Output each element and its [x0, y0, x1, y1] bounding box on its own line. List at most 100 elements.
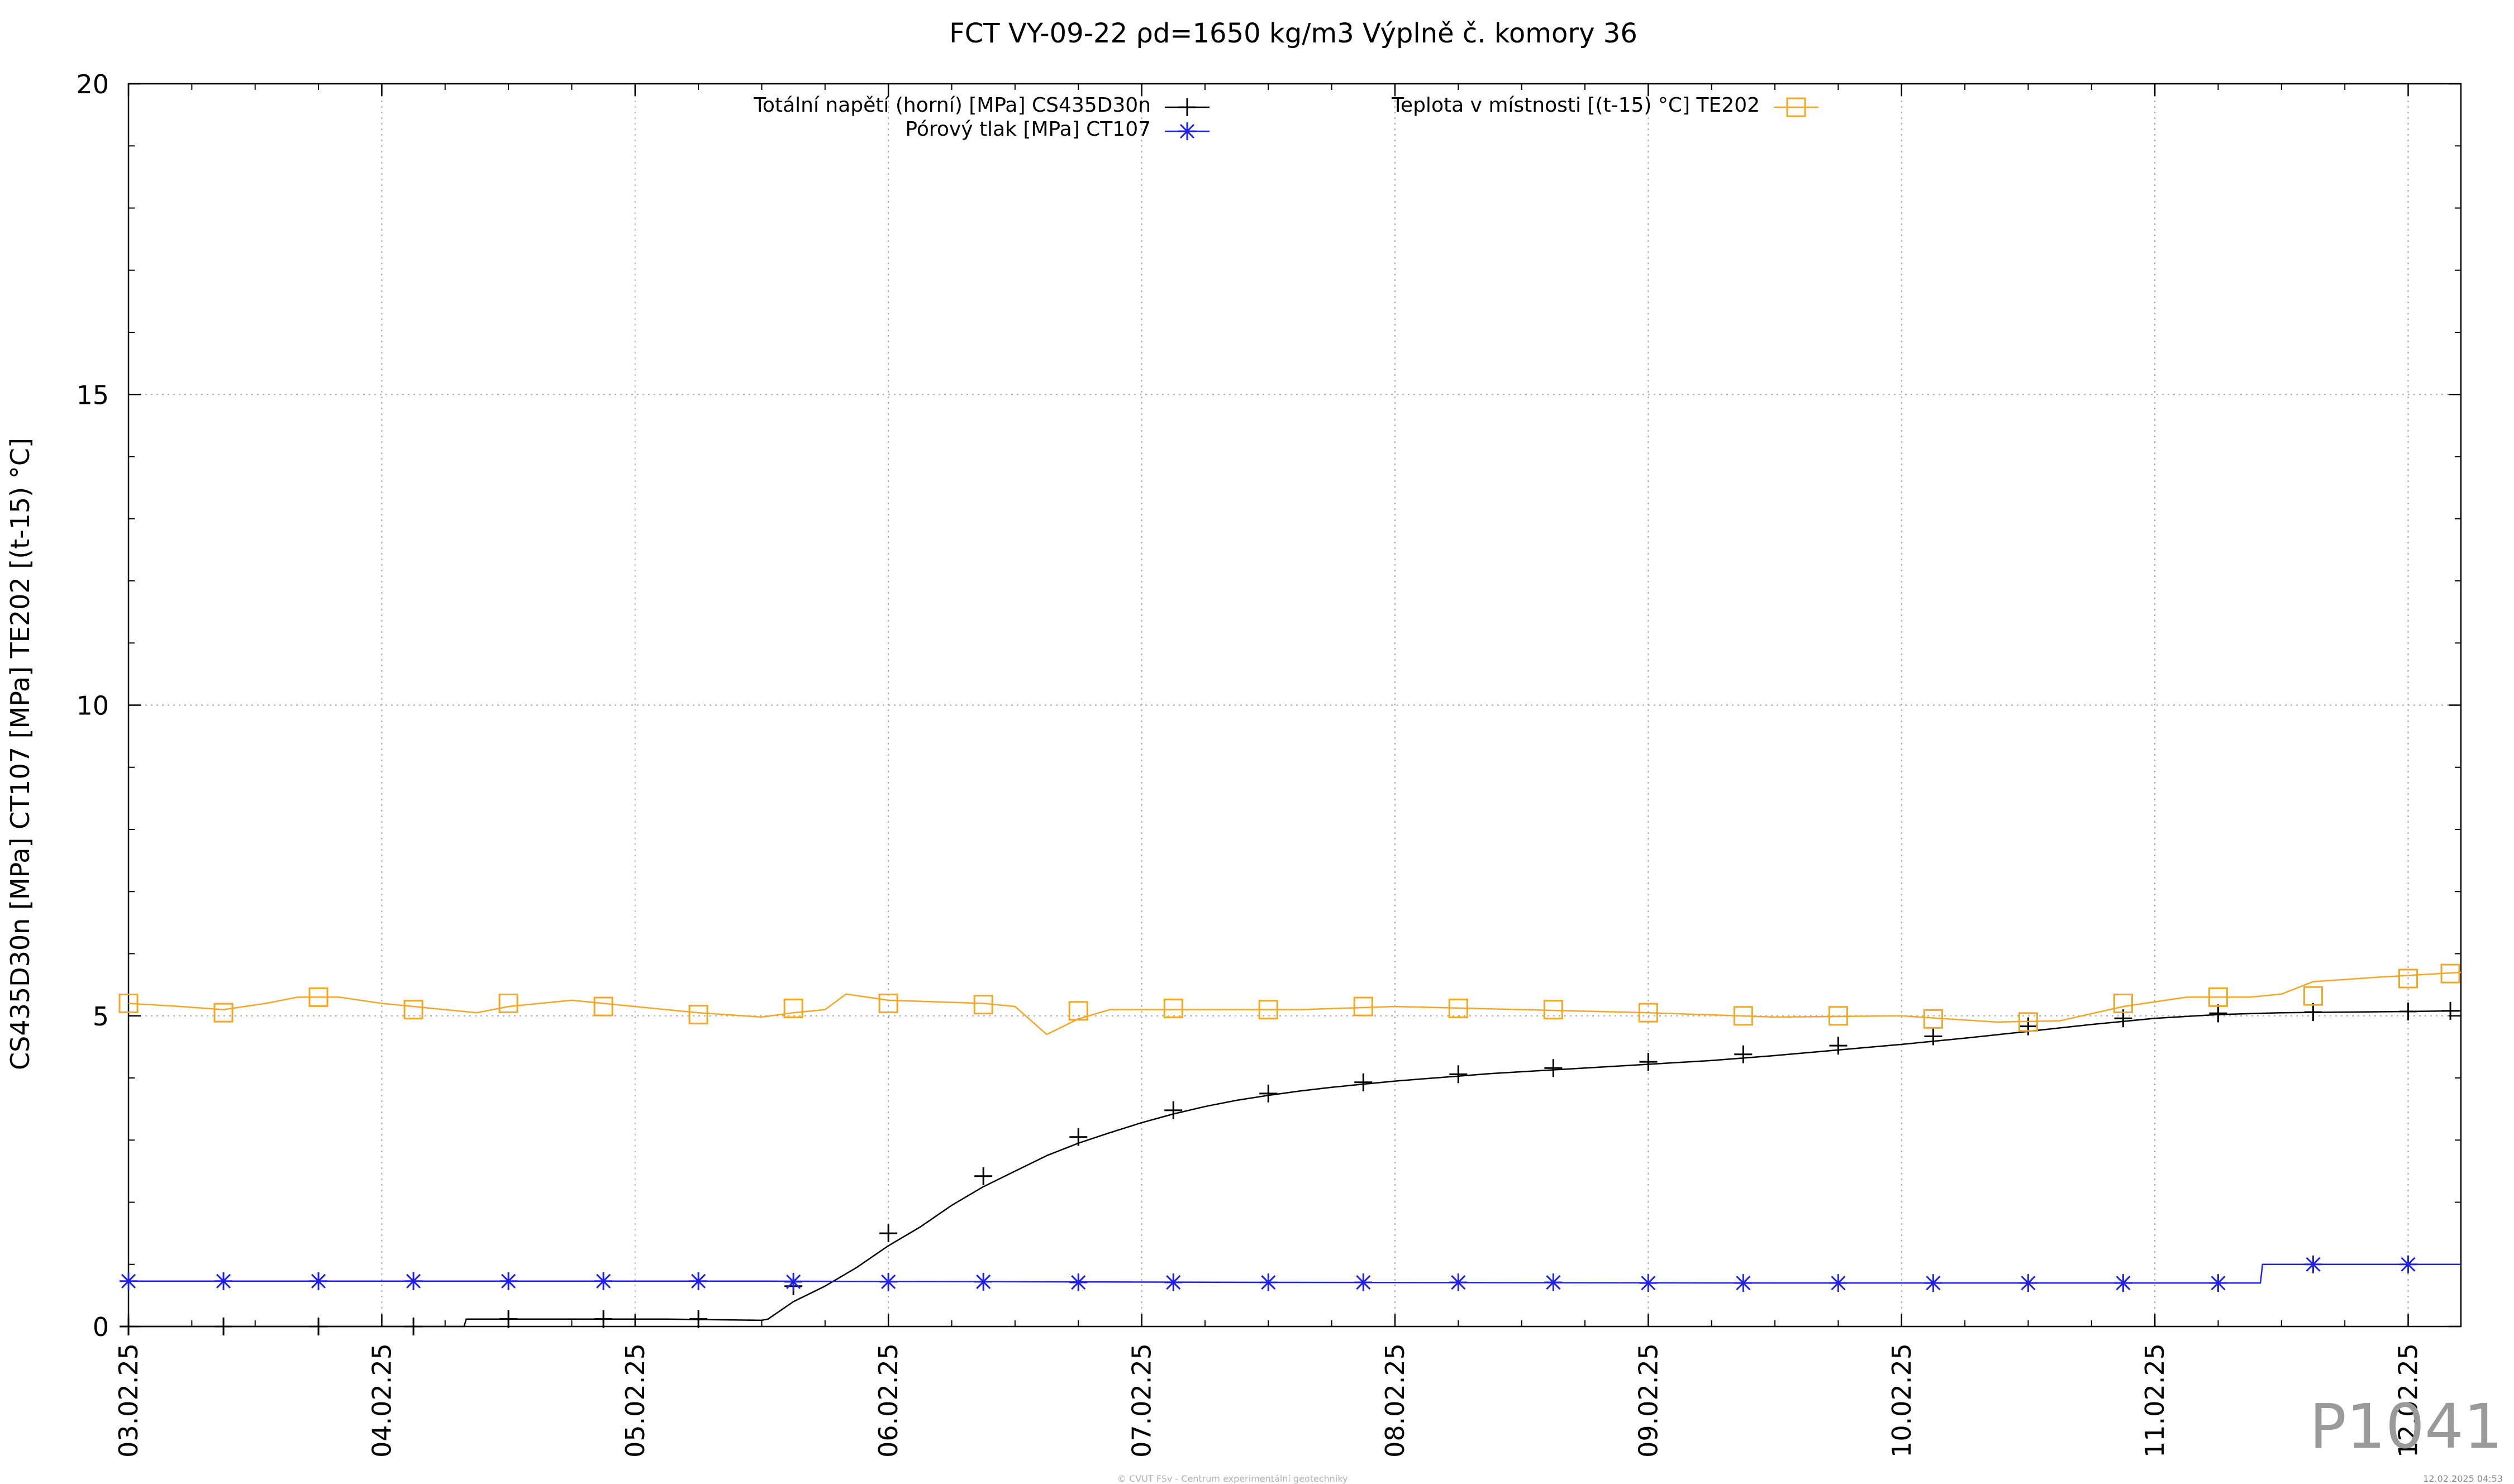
- data-point-marker: [1828, 1006, 1848, 1026]
- data-point-marker: [1068, 1001, 1088, 1021]
- data-point-marker: [1069, 1128, 1088, 1146]
- data-point-marker: [1734, 1274, 1753, 1292]
- data-point-marker: [1353, 996, 1373, 1017]
- data-point-marker: [2113, 994, 2133, 1013]
- marker-stroke: [216, 1273, 231, 1289]
- x-tick-label: 11.02.25: [2140, 1343, 2170, 1458]
- data-point-marker: [973, 995, 993, 1015]
- data-point-marker: [1448, 998, 1468, 1018]
- legend: Totální napětí (horní) [MPa] CS435D30nPó…: [753, 94, 1818, 141]
- data-point-marker: [784, 1272, 803, 1291]
- data-point-marker: [1786, 97, 1806, 117]
- data-point-marker: [215, 1272, 233, 1290]
- data-point-marker: [2208, 987, 2228, 1007]
- data-point-marker: [1354, 1273, 1373, 1292]
- series-line: [128, 971, 2461, 1036]
- series-3: [118, 963, 2461, 1036]
- data-point-marker: [2018, 1012, 2038, 1032]
- marker-stroke: [1179, 123, 1195, 139]
- marker-stroke: [1261, 1275, 1276, 1290]
- data-point-marker: [2114, 1274, 2132, 1292]
- y-tick-label: 15: [76, 380, 109, 410]
- y-tick-label: 0: [93, 1312, 109, 1342]
- marker-stroke: [1926, 1276, 1941, 1291]
- marker-stroke: [976, 1274, 991, 1289]
- marker-stroke: [2021, 1276, 2036, 1291]
- marker-stroke: [1736, 1276, 1751, 1291]
- y-tick-label: 20: [76, 69, 109, 99]
- data-point-marker: [594, 1272, 613, 1290]
- data-point-marker: [974, 1272, 993, 1291]
- marker-stroke: [596, 1273, 611, 1289]
- series-line: [128, 1010, 2461, 1328]
- marker-stroke: [2306, 1257, 2321, 1272]
- marker-stroke: [1831, 1276, 1846, 1291]
- data-point-marker: [213, 1003, 234, 1023]
- data-point-marker: [1259, 1273, 1278, 1292]
- data-point-marker: [308, 987, 328, 1007]
- legend-label: Totální napětí (horní) [MPa] CS435D30n: [753, 94, 1151, 117]
- marker-stroke: [1071, 1275, 1086, 1290]
- data-point-marker: [499, 1310, 518, 1328]
- data-point-marker: [2441, 1001, 2460, 1020]
- marker-stroke: [1356, 1275, 1371, 1290]
- grid-lines: [128, 84, 2461, 1326]
- data-point-marker: [1829, 1274, 1848, 1292]
- data-point-marker: [1069, 1273, 1088, 1292]
- marker-stroke: [121, 1273, 136, 1289]
- marker-stroke: [2211, 1276, 2226, 1291]
- data-point-marker: [1829, 1037, 1848, 1055]
- data-point-marker: [689, 1272, 708, 1290]
- data-point-marker: [594, 1310, 613, 1328]
- legend-entry-1: Totální napětí (horní) [MPa] CS435D30n: [753, 94, 1210, 117]
- legend-label: Pórový tlak [MPa] CT107: [905, 118, 1151, 141]
- x-tick-label: 04.02.25: [366, 1343, 397, 1458]
- y-tick-label: 5: [93, 1001, 109, 1032]
- data-point-marker: [403, 1000, 423, 1020]
- y-tick-label: 10: [76, 691, 109, 721]
- data-point-marker: [120, 1272, 137, 1290]
- footer-credit: © CVUT FSv - Centrum experimentální geot…: [1117, 1473, 1348, 1484]
- data-point-marker: [1258, 1000, 1278, 1020]
- marker-stroke: [1166, 1275, 1181, 1290]
- data-point-marker: [2209, 1274, 2227, 1292]
- data-point-marker: [1924, 1274, 1942, 1292]
- watermark: P1041: [2309, 1391, 2503, 1462]
- marker-stroke: [786, 1274, 801, 1289]
- data-point-marker: [1923, 1009, 1943, 1029]
- data-point-marker: [1354, 1073, 1373, 1091]
- data-point-marker: [2019, 1017, 2037, 1036]
- x-tick-label: 07.02.25: [1127, 1343, 1157, 1458]
- marker-stroke: [1641, 1276, 1656, 1291]
- data-point-marker: [879, 1224, 898, 1243]
- marker-stroke: [501, 1273, 516, 1289]
- data-point-marker: [2304, 1255, 2322, 1273]
- data-point-marker: [1639, 1274, 1658, 1292]
- x-tick-label: 03.02.25: [113, 1343, 144, 1458]
- data-point-marker: [1259, 1084, 1278, 1103]
- data-point-marker: [1733, 1006, 1753, 1026]
- data-series: [118, 963, 2461, 1335]
- series-2: [120, 1255, 2461, 1292]
- data-point-marker: [689, 1310, 708, 1328]
- data-point-marker: [593, 996, 613, 1017]
- data-point-marker: [1178, 122, 1196, 140]
- marker-stroke: [1451, 1275, 1466, 1290]
- data-point-marker: [1164, 1273, 1183, 1292]
- x-tick-label: 06.02.25: [873, 1343, 903, 1458]
- data-point-marker: [1178, 98, 1196, 116]
- x-tick-label: 05.02.25: [620, 1343, 650, 1458]
- data-point-marker: [2019, 1274, 2037, 1292]
- data-point-marker: [1163, 998, 1183, 1018]
- x-tick-label: 10.02.25: [1887, 1343, 1917, 1458]
- data-point-marker: [2399, 1002, 2417, 1020]
- marker-stroke: [881, 1274, 896, 1289]
- data-point-marker: [120, 1318, 137, 1335]
- y-axis-label: CS435D30n [MPa] CT107 [MPa] TE202 [(t-15…: [5, 438, 35, 1070]
- data-point-marker: [404, 1318, 423, 1335]
- legend-label: Teplota v místnosti [(t-15) °C] TE202: [1391, 94, 1760, 117]
- data-point-marker: [1449, 1065, 1468, 1084]
- marker-stroke: [1546, 1275, 1561, 1290]
- data-point-marker: [688, 1005, 708, 1025]
